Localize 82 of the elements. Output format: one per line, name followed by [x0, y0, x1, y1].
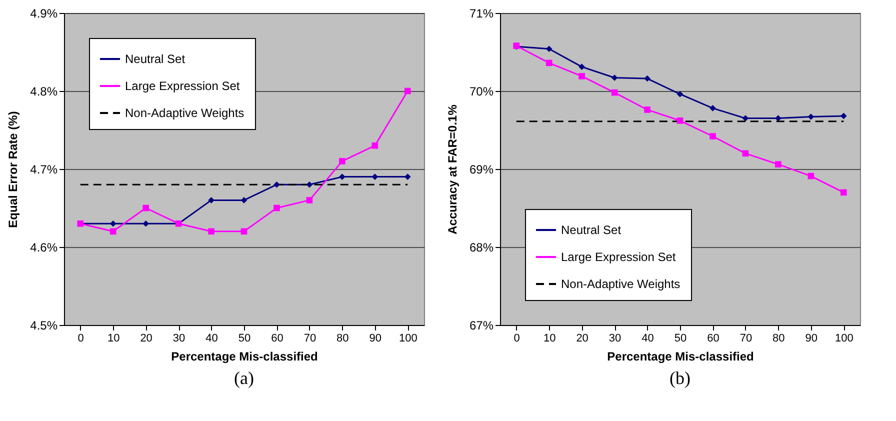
legend-label: Large Expression Set [561, 250, 676, 264]
x-axis-title: Percentage Mis-classified [607, 350, 754, 364]
point [110, 228, 116, 235]
point [142, 220, 149, 227]
y-tick-label: 4.6% [30, 240, 58, 254]
x-tick-label: 80 [772, 332, 785, 344]
point [676, 117, 684, 124]
point [404, 88, 411, 94]
x-tick-label: 90 [369, 332, 382, 344]
text: (b) [670, 368, 690, 388]
point [742, 115, 749, 122]
x-tick-label: 90 [805, 332, 818, 344]
point [240, 228, 248, 235]
point [644, 75, 650, 82]
point [142, 204, 149, 212]
x-tick-label: 80 [336, 332, 349, 344]
y-tick-label: 71% [469, 6, 494, 20]
point [306, 181, 313, 188]
y-tick-label: 70% [469, 84, 494, 98]
point [546, 46, 552, 52]
point [578, 64, 585, 70]
point [372, 142, 378, 149]
x-tick-label: 60 [271, 332, 284, 344]
point [372, 174, 378, 180]
x-tick-label: 100 [834, 332, 854, 344]
x-tick-label: 50 [674, 332, 687, 344]
x-tick-label: 30 [608, 332, 622, 344]
legend-label: Neutral Set [125, 52, 186, 66]
point [110, 220, 116, 227]
x-tick-label: 70 [740, 332, 752, 344]
point [208, 228, 214, 235]
x-tick-label: 100 [398, 332, 418, 344]
point [840, 112, 847, 120]
y-tick-label: 4.8% [30, 84, 58, 98]
x-axis-title: Percentage Mis-classified [171, 350, 318, 364]
point [840, 189, 847, 196]
y-tick-label: 67% [469, 318, 494, 332]
x-tick-label: 50 [238, 332, 251, 344]
point [808, 114, 814, 120]
x-tick-label: 0 [78, 332, 84, 344]
y-tick-label: 69% [469, 162, 494, 176]
x-tick-label: 40 [206, 332, 218, 344]
point [339, 174, 346, 180]
legend-label: Non-Adaptive Weights [561, 277, 680, 291]
y-tick-label: 4.5% [30, 318, 58, 332]
legend-label: Non-Adaptive Weights [125, 106, 244, 120]
point [274, 181, 280, 188]
point [208, 197, 214, 204]
x-tick-label: 0 [514, 332, 520, 344]
legend-label: Neutral Set [561, 223, 622, 237]
x-tick-label: 40 [642, 332, 654, 344]
point [546, 60, 552, 66]
point [274, 204, 280, 212]
y-tick-label: 68% [469, 240, 494, 254]
x-tick-label: 20 [140, 332, 152, 344]
y-axis-title: Accuracy at FAR=0.1% [445, 104, 460, 234]
point [339, 158, 346, 164]
x-tick-label: 70 [304, 332, 316, 344]
y-axis-title: Equal Error Rate (%) [6, 111, 20, 228]
point [742, 150, 749, 157]
x-tick-label: 20 [576, 332, 588, 344]
point [644, 106, 650, 113]
point [240, 197, 248, 204]
text: (a) [234, 368, 254, 388]
point [710, 133, 716, 140]
point [611, 89, 618, 96]
point [808, 172, 814, 180]
x-tick-label: 30 [172, 332, 186, 344]
x-tick-label: 60 [707, 332, 720, 344]
point [611, 74, 618, 81]
x-tick-label: 10 [107, 332, 120, 344]
point [775, 161, 782, 168]
point [775, 115, 782, 122]
y-tick-label: 4.7% [30, 162, 58, 176]
legend-label: Large Expression Set [125, 79, 240, 93]
point [578, 73, 585, 80]
y-tick-label: 4.9% [30, 6, 58, 20]
point [710, 105, 716, 112]
point [404, 174, 411, 180]
x-tick-label: 10 [543, 332, 556, 344]
point [306, 197, 313, 204]
point [676, 90, 684, 98]
